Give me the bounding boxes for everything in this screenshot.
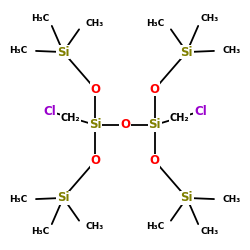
Text: Si: Si (180, 192, 193, 204)
Text: H₃C: H₃C (9, 46, 27, 55)
Text: CH₃: CH₃ (223, 46, 241, 55)
Text: H₃C: H₃C (146, 19, 165, 28)
Text: Si: Si (57, 192, 70, 204)
Text: H₃C: H₃C (9, 195, 27, 204)
Text: Cl: Cl (43, 105, 56, 118)
Text: O: O (150, 154, 160, 167)
Text: Si: Si (57, 46, 70, 59)
Text: H₃C: H₃C (31, 14, 50, 23)
Text: Si: Si (89, 118, 102, 132)
Text: O: O (90, 83, 100, 96)
Text: Si: Si (148, 118, 161, 132)
Text: O: O (150, 83, 160, 96)
Text: CH₃: CH₃ (223, 195, 241, 204)
Text: CH₂: CH₂ (170, 112, 189, 122)
Text: Si: Si (180, 46, 193, 59)
Text: Cl: Cl (194, 105, 207, 118)
Text: O: O (90, 154, 100, 167)
Text: CH₃: CH₃ (200, 227, 219, 236)
Text: CH₂: CH₂ (61, 112, 80, 122)
Text: H₃C: H₃C (146, 222, 165, 231)
Text: CH₃: CH₃ (86, 222, 104, 231)
Text: CH₃: CH₃ (86, 19, 104, 28)
Text: O: O (120, 118, 130, 132)
Text: CH₃: CH₃ (200, 14, 219, 23)
Text: H₃C: H₃C (31, 227, 50, 236)
